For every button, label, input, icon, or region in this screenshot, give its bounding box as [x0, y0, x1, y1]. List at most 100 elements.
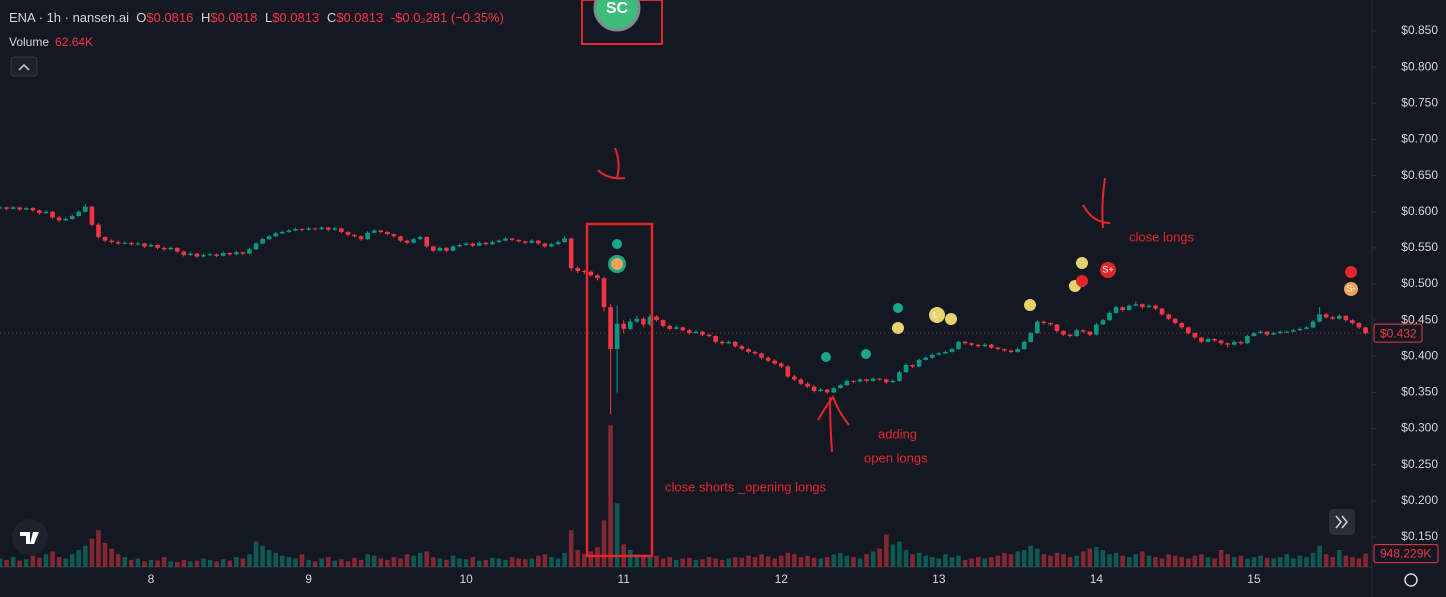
candle-body — [1199, 337, 1204, 342]
volume-bar — [50, 551, 55, 567]
volume-bar — [608, 425, 613, 567]
candle-body — [391, 234, 397, 237]
y-tick-label: $0.250 — [1401, 457, 1438, 471]
candle-body — [1271, 333, 1276, 335]
signal — [1100, 262, 1116, 278]
volume-bar — [700, 559, 705, 567]
volume-bar — [227, 560, 233, 567]
candle-body — [142, 243, 147, 247]
candle-body — [627, 321, 633, 329]
volume-bar — [273, 552, 279, 567]
candle-body — [608, 307, 613, 350]
logo-icon — [20, 532, 39, 544]
candle-body — [365, 232, 370, 240]
volume-bar — [122, 557, 128, 567]
candle-body — [621, 323, 626, 329]
candle-body — [549, 244, 554, 247]
candle-body — [634, 318, 640, 322]
volume-bar — [798, 557, 804, 567]
candle-body — [490, 242, 495, 245]
candle-body — [857, 379, 863, 382]
volume-bar — [148, 559, 154, 567]
candle-body — [897, 372, 902, 381]
candle-body — [509, 238, 515, 240]
volume-bar — [1291, 558, 1296, 567]
candle-body — [923, 357, 928, 360]
volume-bar — [1107, 554, 1112, 567]
volume-bar — [188, 561, 193, 567]
volume-bar — [1251, 557, 1257, 567]
volume-bar — [69, 554, 75, 567]
last-price-tag — [1373, 323, 1423, 343]
candle-body — [693, 331, 699, 334]
candle-body — [969, 343, 974, 345]
candle-body — [1264, 331, 1270, 335]
volume-bar — [1192, 555, 1198, 567]
volume-bar — [687, 557, 692, 567]
arrow — [817, 394, 850, 453]
candle-body — [706, 334, 712, 337]
volume-bar — [772, 558, 777, 567]
volume-bar — [1094, 547, 1099, 567]
candle-body — [444, 247, 449, 251]
volume-bar — [168, 561, 173, 567]
volume-bar — [207, 559, 213, 567]
candle-body — [575, 268, 581, 271]
volume-bar — [457, 558, 462, 567]
candle-body — [63, 218, 68, 221]
collapse-button[interactable] — [10, 56, 38, 77]
candle-body — [765, 357, 771, 361]
volume-bar — [17, 560, 22, 567]
volume-bar — [575, 550, 581, 567]
candle-body — [1080, 330, 1086, 332]
volume-bar — [365, 554, 370, 567]
candle-body — [280, 231, 285, 234]
volume-bar — [378, 558, 384, 567]
candle-body — [1002, 349, 1007, 351]
volume-bar — [824, 557, 830, 567]
candle-body — [595, 275, 600, 279]
x-tick-label: 12 — [775, 572, 789, 586]
volume-bar — [542, 554, 548, 567]
volume-bar — [962, 559, 968, 567]
volume-bar — [1337, 550, 1342, 567]
candle-body — [877, 378, 883, 380]
candle-body — [1310, 321, 1316, 328]
candle-body — [568, 238, 574, 269]
candle-body — [641, 318, 646, 325]
volume-bar — [1061, 554, 1066, 567]
ohlc-value: $0.0813 — [272, 10, 320, 25]
candle-body — [476, 242, 482, 246]
candle-body — [352, 234, 357, 237]
candle-body — [1061, 330, 1066, 335]
volume-bar — [89, 538, 95, 567]
candle-body — [805, 383, 810, 387]
ohlc-key: C — [326, 10, 337, 25]
candle-body — [109, 240, 114, 243]
candle-body — [161, 247, 167, 250]
candle-body — [122, 242, 128, 244]
volume-bar — [549, 557, 554, 567]
volume-bar — [1015, 551, 1020, 567]
scroll-button[interactable] — [1329, 509, 1355, 535]
volume-bar — [949, 557, 955, 567]
signal — [1344, 282, 1358, 296]
settings-button[interactable] — [1404, 573, 1418, 587]
candle-body — [207, 254, 213, 256]
candle-body — [864, 379, 869, 381]
annotation: adding — [878, 426, 917, 441]
candle-body — [115, 242, 121, 244]
y-tick-label: $0.650 — [1401, 168, 1438, 182]
ohlc-key: O — [136, 10, 147, 25]
annotation: close shorts _opening longs — [665, 479, 827, 494]
candle-body — [4, 207, 9, 209]
volume-bar — [391, 557, 397, 567]
volume-bar — [647, 557, 653, 567]
volume-bar — [312, 561, 318, 567]
volume-bar — [936, 558, 942, 567]
volume-bar — [765, 556, 771, 567]
candle-body — [975, 344, 981, 347]
volume-bar — [280, 555, 285, 567]
volume-bar — [785, 552, 791, 567]
